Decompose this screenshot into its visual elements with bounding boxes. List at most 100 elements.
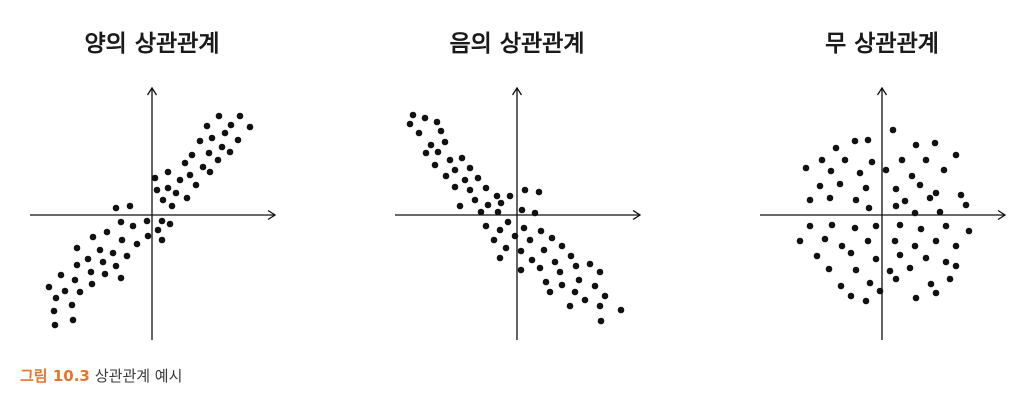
scatter-point: [862, 297, 870, 305]
negative-correlation-scatter-plot: [395, 86, 642, 340]
scatter-point: [471, 196, 479, 204]
scatter-point: [872, 222, 880, 230]
scatter-point: [126, 202, 134, 210]
scatter-point: [927, 280, 935, 288]
scatter-point: [474, 174, 482, 182]
scatter-point: [802, 164, 810, 172]
scatter-point: [76, 288, 84, 296]
scatter-point: [917, 225, 925, 233]
scatter-point: [528, 256, 536, 264]
scatter-point: [520, 224, 528, 232]
caption-text: 상관관계 예시: [94, 367, 183, 385]
scatter-point: [571, 288, 579, 296]
scatter-point: [451, 166, 459, 174]
scatter-point: [572, 262, 580, 270]
scatter-point: [422, 149, 430, 157]
scatter-point: [911, 242, 919, 250]
scatter-point: [866, 279, 874, 287]
scatter-point: [865, 204, 873, 212]
scatter-point: [176, 176, 184, 184]
scatter-point: [851, 137, 859, 145]
scatter-point: [596, 302, 604, 310]
scatter-point: [536, 264, 544, 272]
scatter-point: [482, 222, 490, 230]
scatter-point: [931, 139, 939, 147]
scatter-point: [940, 166, 948, 174]
scatter-point: [168, 202, 176, 210]
scatter-point: [172, 189, 180, 197]
scatter-point: [205, 149, 213, 157]
scatter-point: [852, 196, 860, 204]
scatter-point: [891, 237, 899, 245]
scatter-point: [199, 163, 207, 171]
scatter-point: [826, 194, 834, 202]
scatter-point: [421, 114, 429, 122]
scatter-point: [535, 188, 543, 196]
scatter-point: [932, 289, 940, 297]
scatter-point: [441, 138, 449, 146]
scatter-point: [965, 227, 973, 235]
scatter-point: [73, 261, 81, 269]
scatter-point: [827, 167, 835, 175]
scatter-point: [409, 111, 417, 119]
scatter-point: [451, 183, 459, 191]
scatter-point: [872, 255, 880, 263]
scatter-point: [206, 168, 214, 176]
scatter-point: [876, 287, 884, 295]
scatter-point: [112, 204, 120, 212]
scatter-point: [406, 120, 414, 128]
scatter-point: [96, 246, 104, 254]
scatter-point: [517, 266, 525, 274]
scatter-point: [868, 158, 876, 166]
scatter-point: [246, 123, 254, 131]
scatter-point: [836, 180, 844, 188]
scatter-point: [215, 112, 223, 120]
scatter-point: [51, 321, 59, 329]
scatter-point: [558, 242, 566, 250]
scatter-point: [434, 148, 442, 156]
scatter-point: [183, 194, 191, 202]
scatter-point: [50, 307, 58, 315]
scatter-point: [504, 218, 512, 226]
scatter-point: [186, 171, 194, 179]
scatter-point: [236, 112, 244, 120]
scatter-point: [226, 148, 234, 156]
scatter-point: [952, 262, 960, 270]
x-axis-arrow: [997, 209, 1007, 221]
scatter-point: [828, 221, 836, 229]
scatter-point: [109, 249, 117, 257]
x-axis-arrow: [267, 209, 277, 221]
scatter-point: [912, 141, 920, 149]
scatter-point: [821, 235, 829, 243]
scatter-point: [117, 218, 125, 226]
scatter-point: [847, 249, 855, 257]
scatter-point: [901, 197, 909, 205]
scatter-point: [942, 222, 950, 230]
scatter-point: [196, 137, 204, 145]
scatter-point: [89, 233, 97, 241]
scatter-point: [218, 143, 226, 151]
scatter-point: [882, 166, 890, 174]
scatter-point: [581, 296, 589, 304]
scatter-point: [813, 252, 821, 260]
scatter-point: [158, 236, 166, 244]
scatter-point: [942, 258, 950, 266]
scatter-point: [932, 189, 940, 197]
scatter-point: [517, 247, 525, 255]
scatter-point: [932, 237, 940, 245]
x-axis-arrow: [632, 209, 642, 221]
scatter-point: [502, 244, 510, 252]
scatter-point: [433, 118, 441, 126]
no-correlation-title: 무 상관관계: [825, 31, 939, 57]
scatter-point: [203, 122, 211, 130]
scatter-point: [151, 174, 159, 182]
scatter-point: [431, 161, 439, 169]
scatter-point: [446, 156, 454, 164]
scatter-point: [45, 283, 53, 291]
scatter-point: [437, 127, 445, 135]
scatter-point: [911, 209, 919, 217]
scatter-point: [521, 186, 529, 194]
scatter-point: [164, 184, 172, 192]
scatter-point: [181, 159, 189, 167]
scatter-point: [518, 206, 526, 214]
